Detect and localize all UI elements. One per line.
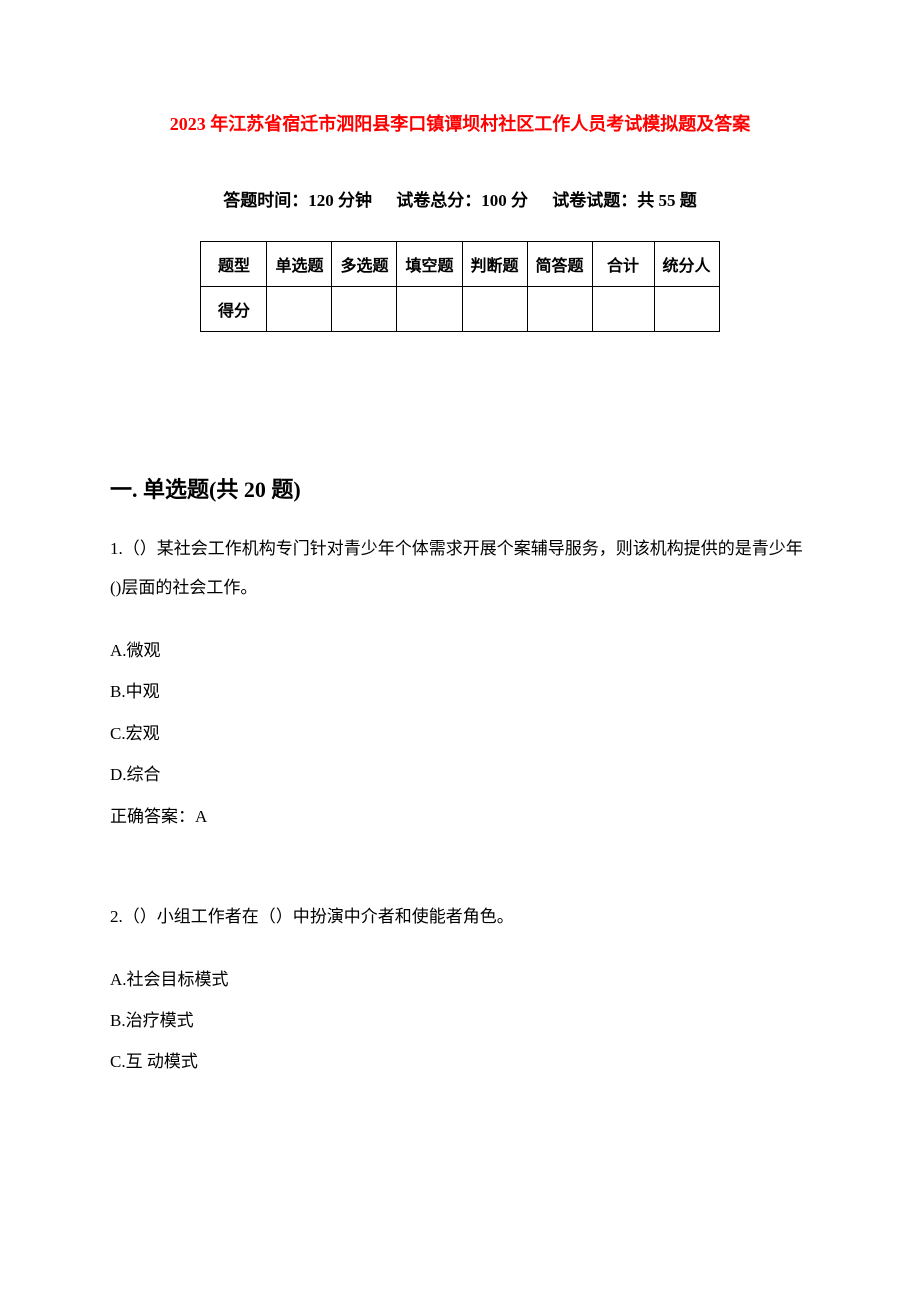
option-b: B.中观 (110, 678, 810, 705)
header-cell: 判断题 (462, 242, 527, 287)
header-cell: 简答题 (527, 242, 592, 287)
question-2-text: 2.（）小组工作者在（）中扮演中介者和使能者角色。 (110, 897, 810, 936)
question-1-answer: 正确答案：A (110, 802, 810, 827)
score-table: 题型 单选题 多选题 填空题 判断题 简答题 合计 统分人 得分 (200, 241, 719, 332)
meta-total: 试卷总分：100 分 (396, 191, 528, 210)
score-cell (462, 287, 527, 332)
header-cell: 多选题 (332, 242, 397, 287)
option-d: D.综合 (110, 761, 810, 788)
option-a: A.微观 (110, 637, 810, 664)
score-cell (654, 287, 719, 332)
header-cell: 题型 (201, 242, 267, 287)
header-cell: 填空题 (397, 242, 462, 287)
meta-time: 答题时间：120 分钟 (223, 191, 372, 210)
exam-title: 2023 年江苏省宿迁市泗阳县李口镇谭坝村社区工作人员考试模拟题及答案 (110, 110, 810, 136)
score-cell (267, 287, 332, 332)
score-cell (592, 287, 654, 332)
option-b: B.治疗模式 (110, 1007, 810, 1034)
section-title: 一. 单选题(共 20 题) (110, 472, 810, 504)
option-c: C.宏观 (110, 720, 810, 747)
exam-meta: 答题时间：120 分钟 试卷总分：100 分 试卷试题：共 55 题 (110, 186, 810, 211)
option-a: A.社会目标模式 (110, 966, 810, 993)
meta-count: 试卷试题：共 55 题 (552, 191, 697, 210)
table-row: 得分 (201, 287, 719, 332)
score-cell (332, 287, 397, 332)
header-cell: 合计 (592, 242, 654, 287)
table-row: 题型 单选题 多选题 填空题 判断题 简答题 合计 统分人 (201, 242, 719, 287)
header-cell: 单选题 (267, 242, 332, 287)
header-cell: 统分人 (654, 242, 719, 287)
score-cell (527, 287, 592, 332)
question-2-options: A.社会目标模式 B.治疗模式 C.互 动模式 (110, 966, 810, 1076)
score-cell (397, 287, 462, 332)
score-label-cell: 得分 (201, 287, 267, 332)
question-1-text: 1.（）某社会工作机构专门针对青少年个体需求开展个案辅导服务，则该机构提供的是青… (110, 529, 810, 607)
option-c: C.互 动模式 (110, 1048, 810, 1075)
question-1-options: A.微观 B.中观 C.宏观 D.综合 (110, 637, 810, 788)
